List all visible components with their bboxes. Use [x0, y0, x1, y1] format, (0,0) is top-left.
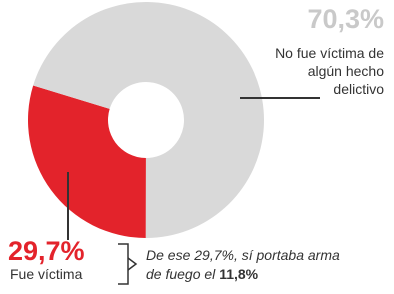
annotation-highlight: 11,8% — [219, 266, 258, 282]
page: 70,3% No fue víctima de algún hecho deli… — [0, 0, 394, 294]
category-label: No fue víctima de algún hecho delictivo — [254, 44, 384, 98]
category-label: Fue víctima — [10, 266, 82, 282]
bracket — [118, 244, 128, 284]
value-label: 29,7% — [8, 236, 85, 267]
annotation: De ese 29,7%, sí portaba arma de fuego e… — [146, 246, 346, 284]
value-label: 70,3% — [307, 4, 384, 35]
donut-segment — [28, 86, 146, 238]
bracket-arrow — [128, 258, 136, 270]
